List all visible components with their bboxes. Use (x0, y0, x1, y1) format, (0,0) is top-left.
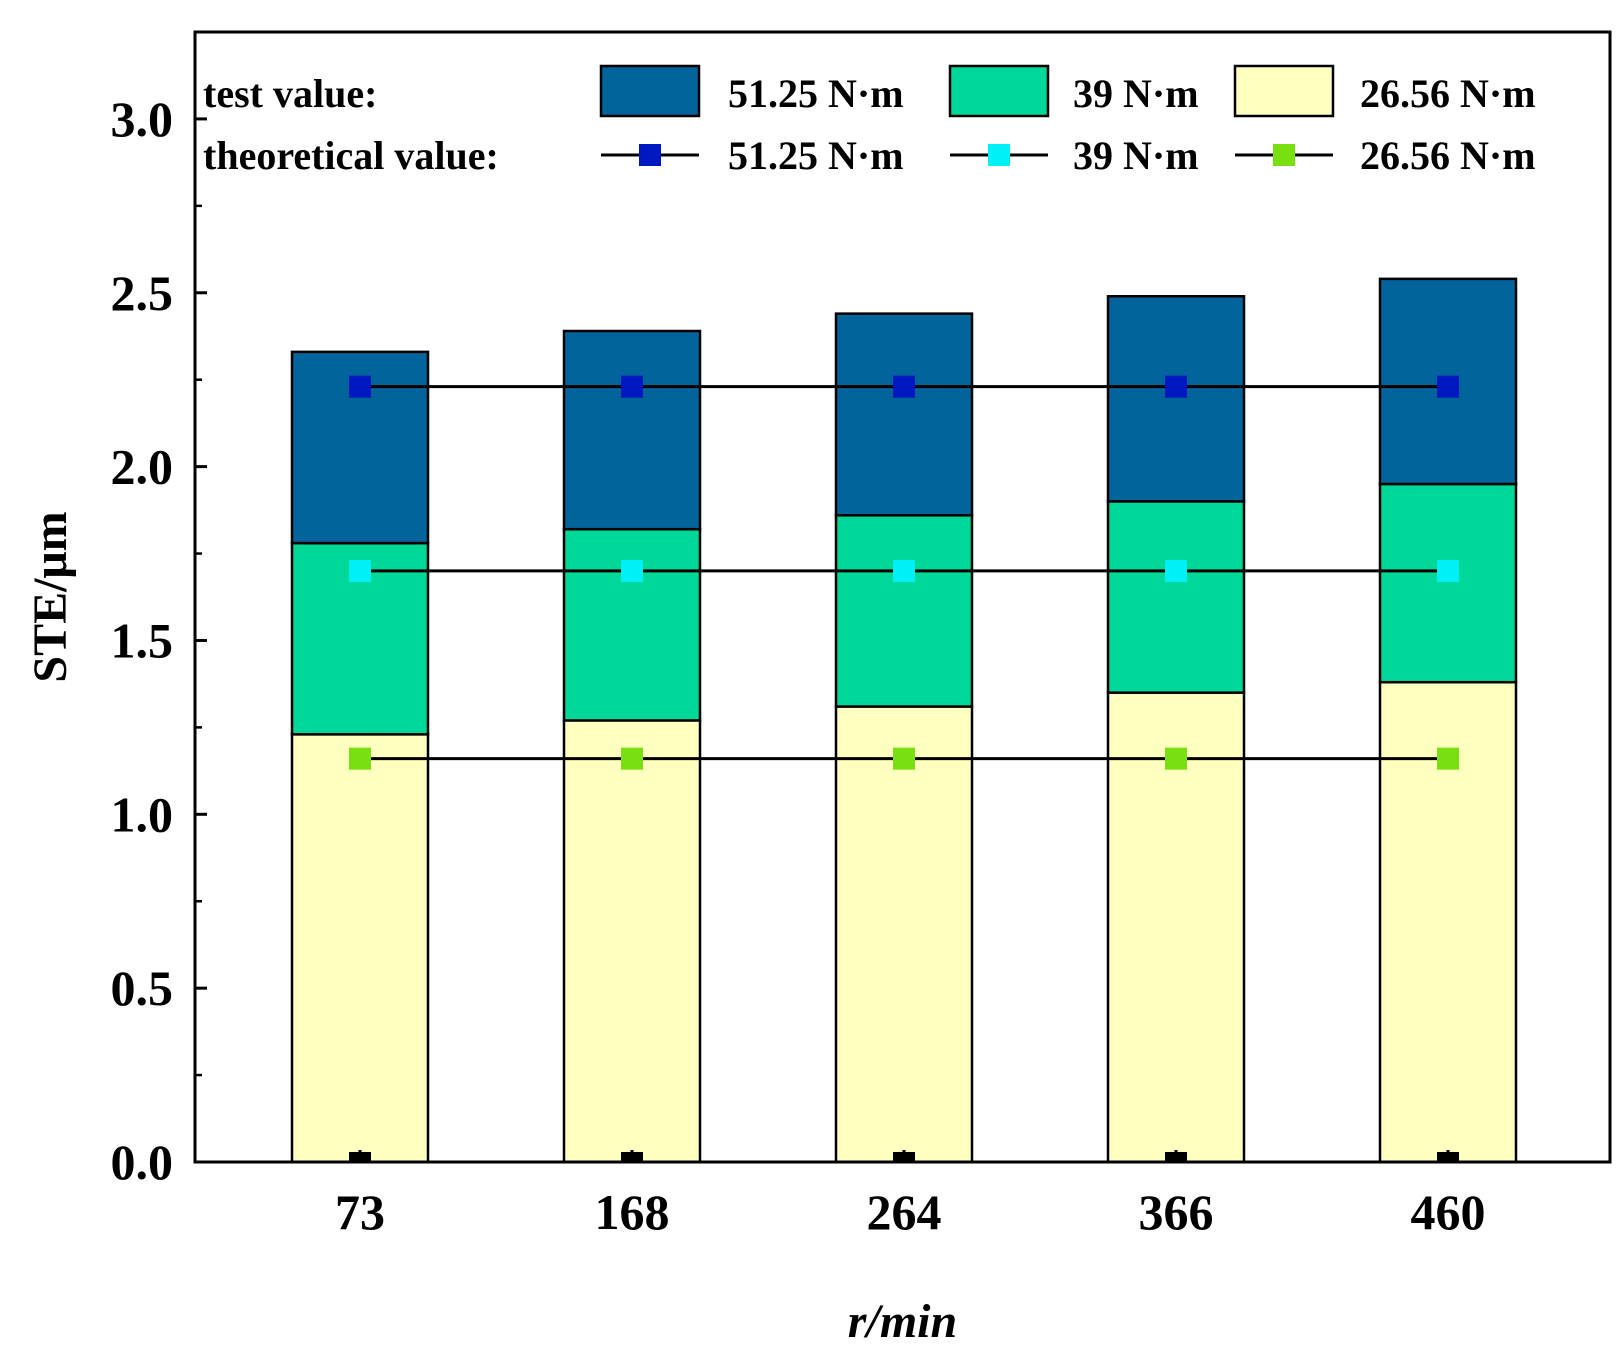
y-tick-label: 2.5 (111, 265, 174, 321)
y-tick-label: 0.0 (111, 1134, 174, 1190)
bar-39-n-m-460 (1378, 482, 1518, 684)
axes-layer: 0.0 0.5 1.0 1.5 2.0 2.5 3.0 73 168 264 366 460 (111, 91, 1486, 1240)
x-tick-label: 264 (867, 1184, 942, 1240)
bars-layer (290, 277, 1518, 1164)
bar-39-n-m-264 (834, 514, 974, 708)
legend-line-label-26-56-n-m: 26.56 N·m (1360, 133, 1536, 178)
marker-26-56-n-m-264 (893, 747, 915, 770)
marker-51-25-n-m-366 (1165, 375, 1187, 398)
marker-39-n-m-460 (1437, 559, 1459, 582)
x-tick-label: 460 (1411, 1184, 1486, 1240)
legend-line-label-39-n-m: 39 N·m (1073, 133, 1199, 178)
marker-51-25-n-m-168 (621, 375, 643, 398)
bar-51-25-n-m-366 (1106, 294, 1246, 503)
legend-line-label-51-25-n-m: 51.25 N·m (728, 133, 904, 178)
marker-39-n-m-366 (1165, 559, 1187, 582)
bar-51-25-n-m-264 (834, 312, 974, 517)
legend: test value: theoretical value: 51.25 N·m 39… (203, 64, 1536, 178)
y-tick-label: 0.5 (111, 960, 174, 1016)
legend-swatch-26-56-n-m (1233, 64, 1335, 118)
x-tick-label: 168 (595, 1184, 670, 1240)
bar-26-56-n-m-168 (562, 719, 702, 1164)
legend-swatch-39-n-m (948, 64, 1050, 118)
bar-26-56-n-m-264 (834, 705, 974, 1164)
legend-bar-label-39-n-m: 39 N·m (1073, 71, 1199, 116)
legend-bar-label-26-56-n-m: 26.56 N·m (1360, 71, 1536, 116)
y-tick-label: 1.5 (111, 612, 174, 668)
marker-39-n-m-264 (893, 559, 915, 582)
marker-51-25-n-m-264 (893, 375, 915, 398)
y-tick-label: 1.0 (111, 786, 174, 842)
bar-39-n-m-366 (1106, 500, 1246, 694)
marker-51-25-n-m-460 (1437, 375, 1459, 398)
bar-51-25-n-m-168 (562, 329, 702, 531)
marker-39-n-m-73 (349, 559, 371, 582)
legend-bar-label-51-25-n-m: 51.25 N·m (728, 71, 904, 116)
y-axis-title: STE/μm (24, 511, 77, 682)
x-tick-label: 73 (335, 1184, 385, 1240)
legend-marker-26-56-n-m (1273, 144, 1295, 166)
bar-39-n-m-168 (562, 527, 702, 722)
marker-51-25-n-m-73 (349, 375, 371, 398)
bar-26-56-n-m-73 (290, 733, 430, 1164)
x-tick-label: 366 (1139, 1184, 1214, 1240)
legend-marker-39-n-m (988, 144, 1010, 166)
y-tick-label: 3.0 (111, 91, 174, 147)
y-tick-label: 2.0 (111, 439, 174, 495)
marker-26-56-n-m-73 (349, 747, 371, 770)
legend-theoretical-label: theoretical value: (203, 133, 499, 178)
legend-swatch-51-25-n-m (599, 64, 701, 118)
legend-test-label: test value: (203, 71, 377, 116)
legend-marker-51-25-n-m (639, 144, 661, 166)
marker-26-56-n-m-168 (621, 747, 643, 770)
x-axis-title: r/min (848, 1295, 957, 1348)
marker-39-n-m-168 (621, 559, 643, 582)
marker-26-56-n-m-460 (1437, 747, 1459, 770)
marker-26-56-n-m-366 (1165, 747, 1187, 770)
